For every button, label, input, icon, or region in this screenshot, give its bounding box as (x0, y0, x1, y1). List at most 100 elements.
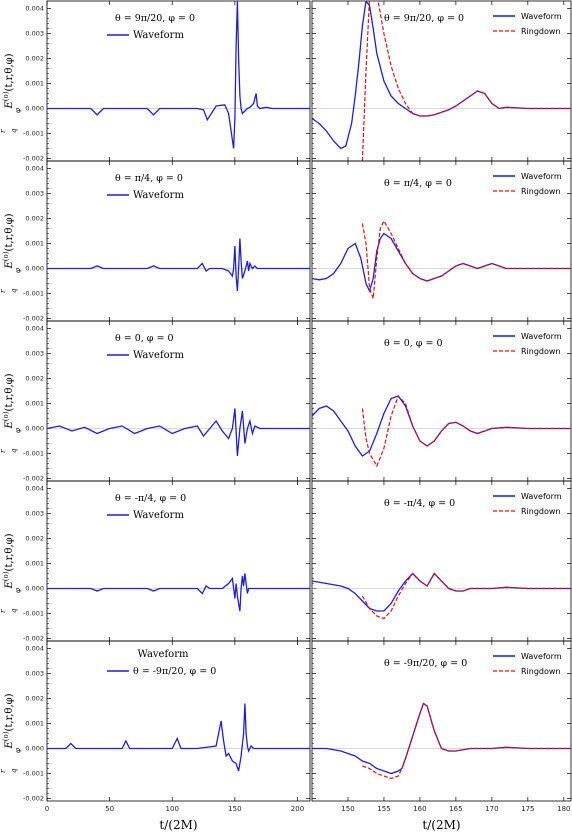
y-tick-label: -0.001 (23, 130, 44, 138)
right-legend-ringdown-label: Ringdown (521, 667, 561, 676)
left-x-axis-label: t/(2M) (159, 818, 197, 832)
right-ringdown-series (361, 572, 571, 620)
left-panel-frame (46, 160, 311, 322)
ylabel-q: q (10, 768, 18, 773)
right-x-tick-label: 160 (413, 805, 426, 813)
y-tick-label: 0.001 (25, 80, 44, 88)
right-x-tick-label: 150 (341, 805, 354, 813)
ylabel-main: E (4, 741, 15, 750)
row-5: -0.002 -0.001 0.000 0.001 0.002 0.003 0.004 Wav… (0, 640, 572, 803)
left-legend-label: Waveform (133, 190, 184, 201)
left-panel-frame (46, 480, 311, 642)
y-tick-label: -0.002 (23, 475, 44, 483)
y-axis-label-text: E(o)(t,r,θ,φ) (2, 53, 15, 109)
y-tick-label: 0.000 (25, 105, 44, 113)
ylabel-sub: φ (14, 428, 22, 433)
y-tick-label: 0.002 (25, 535, 44, 543)
y-tick-label: 0.001 (25, 240, 44, 248)
left-angle-label: θ = π/4, φ = 0 (115, 173, 183, 184)
y-tick-label: 0.003 (25, 670, 44, 678)
left-waveform-series (47, 1, 310, 149)
y-tick-label: 0.000 (25, 265, 44, 273)
ylabel-main: E (4, 421, 15, 430)
left-x-tick-label: 200 (291, 805, 304, 813)
right-legend-waveform-label: Waveform (521, 652, 562, 661)
y-tick-label: 0.000 (25, 585, 44, 593)
y-tick-label: 0.004 (25, 325, 44, 333)
ylabel-r: r (0, 129, 7, 133)
ylabel-args: (t,r,θ,φ) (4, 213, 15, 251)
right-ringdown-series (362, 702, 571, 780)
ylabel-sup: (o) (2, 251, 10, 261)
left-angle-label: θ = 0, φ = 0 (115, 333, 174, 344)
y-tick-label: 0.000 (25, 745, 44, 753)
right-legend-ringdown-label: Ringdown (521, 27, 561, 36)
row-3: -0.002 -0.001 0.000 0.001 0.002 0.003 0.004 θ =… (0, 320, 572, 483)
left-legend-label: Waveform (133, 510, 184, 521)
y-tick-label: 0.001 (25, 720, 44, 728)
y-axis-label-text: E(o)(t,r,θ,φ) (2, 213, 15, 269)
ylabel-sup: (o) (2, 731, 10, 741)
ylabel-q: q (10, 288, 18, 293)
ylabel-sub: φ (14, 588, 22, 593)
y-tick-label: 0.004 (25, 645, 44, 653)
y-tick-label: 0.003 (25, 30, 44, 38)
y-axis-label-text: E(o)(t,r,θ,φ) (2, 373, 15, 429)
y-tick-label: 0.002 (25, 55, 44, 63)
ylabel-args: (t,r,θ,φ) (4, 53, 15, 91)
ylabel-sup: (o) (2, 411, 10, 421)
left-panel-frame (46, 0, 311, 162)
y-tick-label: -0.001 (23, 610, 44, 618)
y-axis-label-text: E(o)(t,r,θ,φ) (2, 693, 15, 749)
left-waveform-series (47, 703, 310, 772)
right-legend-waveform-label: Waveform (521, 492, 562, 501)
y-axis-label: E(o)(t,r,θ,φ) rq φ (0, 373, 22, 453)
y-tick-label: 0.002 (25, 215, 44, 223)
y-tick-label: 0.002 (25, 695, 44, 703)
y-axis-label-text: E(o)(t,r,θ,φ) (2, 533, 15, 589)
y-tick-label: 0.003 (25, 350, 44, 358)
y-tick-label: 0.004 (25, 165, 44, 173)
y-tick-label: -0.002 (23, 315, 44, 323)
right-x-tick-label: 175 (521, 805, 534, 813)
right-x-axis-label: t/(2M) (422, 818, 460, 832)
y-tick-label: -0.001 (23, 770, 44, 778)
left-x-tick-label: 100 (166, 805, 179, 813)
right-waveform-series (312, 395, 571, 457)
left-x-tick-label: 50 (105, 805, 114, 813)
y-tick-label: -0.002 (23, 155, 44, 163)
left-legend-label: Waveform (138, 649, 189, 660)
left-panel-frame (46, 640, 311, 802)
y-axis-label: E(o)(t,r,θ,φ) rq φ (0, 533, 22, 613)
ylabel-q: q (10, 128, 18, 133)
y-tick-label: 0.003 (25, 510, 44, 518)
y-tick-label: -0.001 (23, 290, 44, 298)
right-angle-label: θ = 0, φ = 0 (384, 338, 443, 349)
left-waveform-series (47, 238, 310, 292)
y-tick-label: 0.001 (25, 560, 44, 568)
y-tick-label: 0.004 (25, 485, 44, 493)
right-x-tick-label: 180 (557, 805, 570, 813)
row-1: -0.002 -0.001 0.000 0.001 0.002 0.003 0.004 θ =… (0, 0, 572, 163)
right-ringdown-series (361, 394, 571, 468)
left-x-tick-label: 0 (45, 805, 49, 813)
ylabel-main: E (4, 261, 15, 270)
y-tick-label: 0.001 (25, 400, 44, 408)
left-angle-label: θ = -π/4, φ = 0 (115, 493, 186, 504)
left-waveform-series (47, 573, 310, 612)
right-angle-label: θ = π/4, φ = 0 (384, 178, 452, 189)
ylabel-sub: φ (14, 108, 22, 113)
ylabel-r: r (0, 289, 7, 293)
left-angle-label: θ = 9π/20, φ = 0 (115, 13, 195, 24)
left-x-tick-label: 150 (228, 805, 241, 813)
y-tick-label: -0.002 (23, 795, 44, 803)
right-legend-ringdown-label: Ringdown (521, 347, 561, 356)
ylabel-main: E (4, 581, 15, 590)
right-legend-waveform-label: Waveform (521, 332, 562, 341)
right-x-tick-label: 165 (449, 805, 462, 813)
ylabel-args: (t,r,θ,φ) (4, 373, 15, 411)
right-waveform-series (312, 702, 571, 775)
right-x-tick-label: 155 (377, 805, 390, 813)
